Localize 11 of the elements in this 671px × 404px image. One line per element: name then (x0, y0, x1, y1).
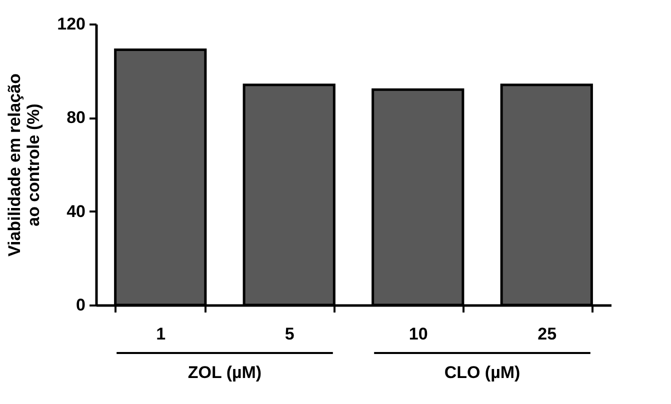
y-tick-label: 120 (57, 14, 86, 34)
x-tick-label: 1 (156, 324, 166, 344)
text: ZOL (µM) (188, 363, 262, 382)
y-tick-label: 40 (66, 202, 86, 221)
y-axis-title: Viabilidade em relação ao controle (%) (5, 74, 44, 256)
y-tick-label: 80 (66, 108, 86, 128)
x-tick-label: 10 (408, 324, 428, 344)
y-tick-label: 0 (76, 296, 86, 314)
x-tick-label: 25 (538, 324, 557, 344)
x-tick-label: 5 (284, 324, 294, 344)
text: CLO (µM) (444, 363, 520, 382)
